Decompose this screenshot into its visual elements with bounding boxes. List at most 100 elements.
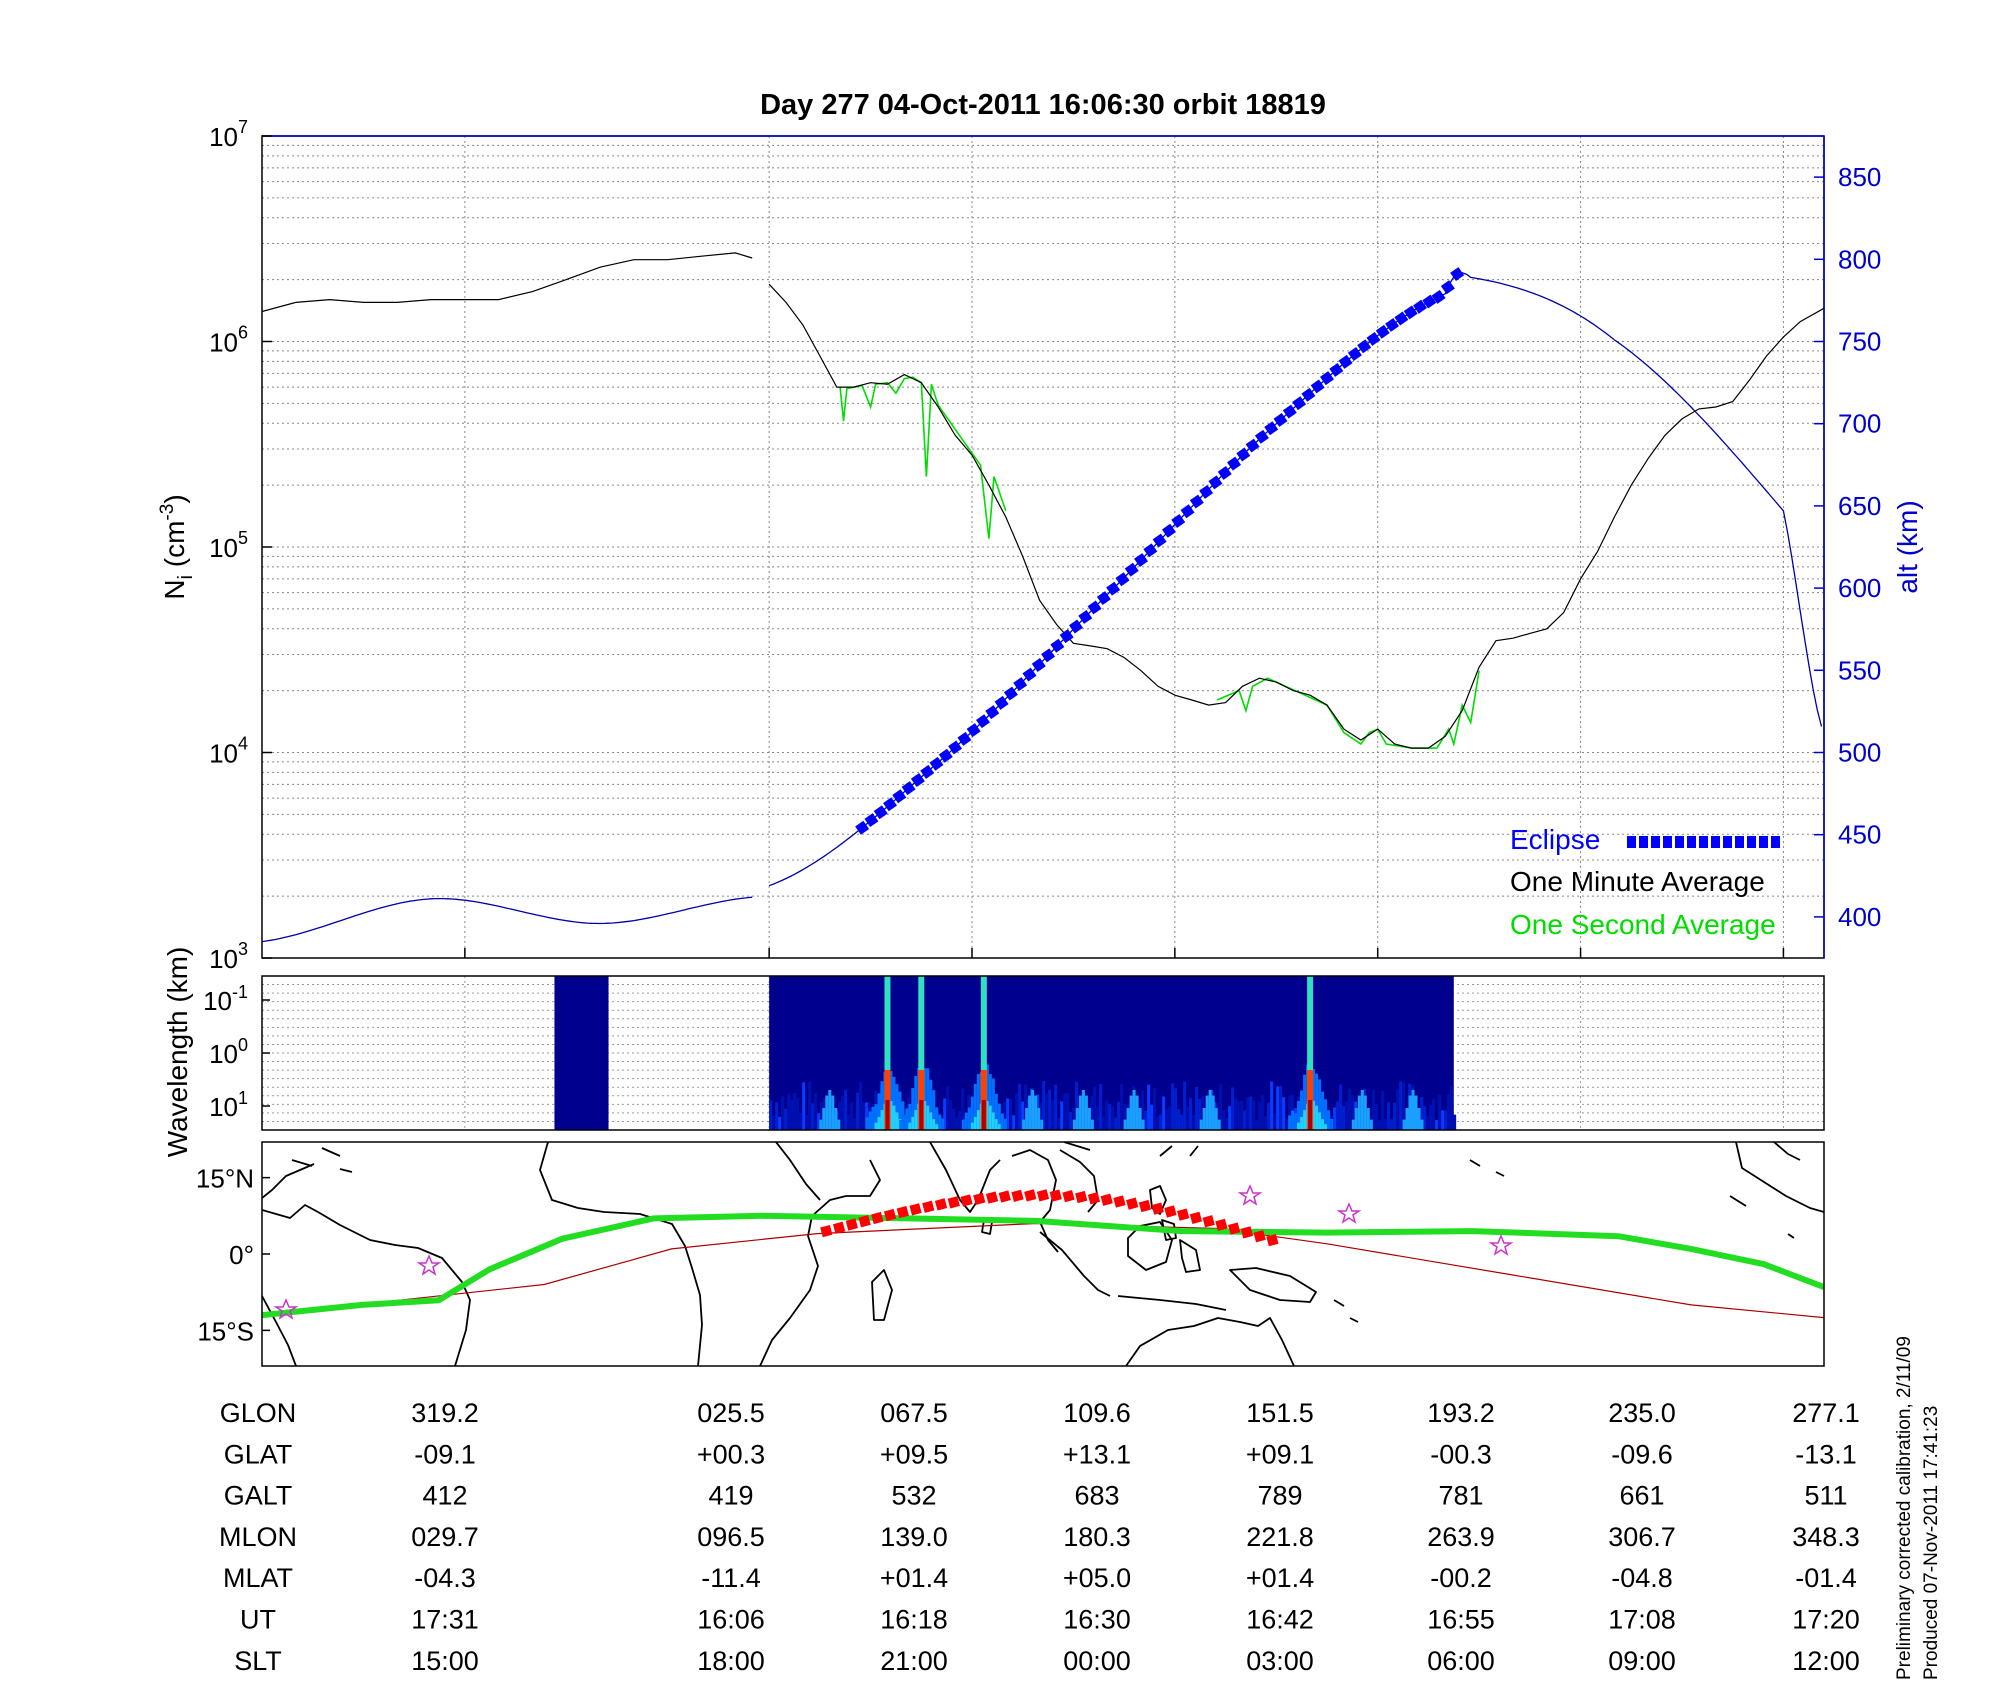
spectrogram-cell — [973, 1116, 977, 1130]
track-eclipse-marker — [1036, 1189, 1050, 1202]
eclipse-marker — [1273, 412, 1288, 427]
spectrogram-cell — [1225, 1117, 1229, 1130]
spectrogram-streak — [980, 976, 987, 1130]
eclipse-legend-mark — [1651, 836, 1660, 848]
spectrogram-cell — [1426, 1116, 1430, 1130]
spectrogram-cell — [1378, 1119, 1382, 1130]
spectrogram-y-label: Wavelength (km) — [162, 947, 193, 1158]
spectrogram-cell — [1240, 1100, 1244, 1130]
spectrogram-cell — [1330, 1118, 1334, 1130]
spectrogram-cell — [1318, 1112, 1322, 1130]
eclipse-marker — [994, 695, 1009, 710]
spectrogram-cell — [1450, 1086, 1454, 1130]
spectrogram-cell — [1180, 1114, 1184, 1130]
table-cell: 781 — [1438, 1481, 1483, 1511]
spectrogram-cell — [1090, 1119, 1094, 1130]
spectrogram-cell — [790, 1100, 794, 1130]
spectrogram-cell — [908, 1122, 912, 1130]
eclipse-legend-mark — [1639, 836, 1648, 848]
spectrogram-cell — [1375, 1104, 1379, 1130]
table-cell: 21:00 — [880, 1646, 948, 1676]
spectrogram-cell — [1165, 1108, 1169, 1130]
spectrogram-cell — [1348, 1088, 1352, 1130]
spectrogram-cell — [1186, 1106, 1190, 1130]
spectrogram-cell — [1438, 1095, 1442, 1130]
eclipse-marker — [892, 789, 907, 804]
ground-track-line — [262, 1212, 1824, 1319]
spectrogram-tick-label: 10-1 — [203, 982, 248, 1016]
spectrogram-cell — [1288, 1115, 1292, 1130]
eclipse-legend-mark — [1699, 836, 1708, 848]
spectrogram-cell — [889, 1100, 893, 1130]
spectrogram-streak — [918, 976, 925, 1130]
spectrogram-cell — [1303, 1074, 1307, 1130]
spectrogram-cell — [1078, 1095, 1082, 1130]
eclipse-marker — [1329, 362, 1344, 377]
table-cell: +01.4 — [1246, 1563, 1314, 1593]
track-eclipse-marker — [922, 1200, 935, 1213]
y2-axis-ticks: 400 450 500 550 600 650 700 750 800 850 — [1814, 162, 1881, 932]
spectrogram-cell — [805, 1115, 809, 1130]
track-eclipse-marker — [909, 1203, 922, 1216]
spectrogram-cell — [1333, 1107, 1337, 1130]
eclipse-legend-mark — [1627, 836, 1636, 848]
spectrogram-cell — [1138, 1108, 1142, 1130]
legend-one-second-label: One Second Average — [1510, 909, 1776, 940]
eclipse-marker — [864, 813, 879, 828]
spectrogram-cell — [1243, 1110, 1247, 1130]
track-eclipse-marker — [1100, 1193, 1113, 1206]
spectrogram-cell — [1252, 1100, 1256, 1130]
spectrogram-streak — [1308, 1100, 1313, 1130]
spectrogram-cell — [1372, 1089, 1376, 1130]
eclipse-marker — [1292, 396, 1307, 411]
spectrogram-cell — [1276, 1086, 1280, 1130]
spectrogram-cell — [778, 1116, 782, 1130]
spectrogram-cell — [853, 1118, 857, 1130]
spectrogram-cell — [1183, 1081, 1187, 1130]
table-cell: +13.1 — [1063, 1439, 1131, 1469]
spectrogram-cell — [1135, 1095, 1139, 1130]
spectrogram-cell — [985, 1064, 989, 1130]
track-eclipse-marker — [858, 1215, 871, 1228]
eclipse-marker — [1115, 572, 1130, 587]
spectrogram-cell — [1384, 1118, 1388, 1130]
star-marker — [1336, 1202, 1362, 1224]
spectrogram-cell — [952, 1108, 956, 1130]
spectrogram-cell — [1022, 1119, 1026, 1130]
spectrogram-cell — [862, 1102, 866, 1130]
eclipse-marker — [1180, 504, 1195, 519]
spectrogram-cell — [1009, 1098, 1013, 1130]
spectrogram-cell — [1051, 1099, 1055, 1130]
spectrogram-cell — [775, 1102, 779, 1130]
spectrogram-cell — [1174, 1088, 1178, 1130]
table-cell: -09.6 — [1611, 1439, 1673, 1469]
spectrogram-cell — [1150, 1104, 1154, 1130]
eclipse-marker — [1199, 484, 1214, 499]
spectrogram-cell — [796, 1097, 800, 1130]
track-eclipse-marker — [960, 1194, 973, 1207]
spectrogram-cell — [1336, 1101, 1340, 1130]
spectrogram-cell — [1090, 1096, 1094, 1130]
spectrogram-cell — [834, 1108, 838, 1130]
track-eclipse-marker — [1075, 1190, 1088, 1204]
spectrogram-cell — [1096, 1106, 1100, 1130]
table-cell: 16:55 — [1427, 1605, 1495, 1635]
y2-tick-label: 400 — [1838, 902, 1881, 932]
eclipse-marker — [1394, 311, 1409, 326]
spectrogram-block — [554, 976, 609, 1130]
spectrogram-cell — [929, 1079, 933, 1130]
spectrogram-cell — [1099, 1084, 1103, 1130]
spectrogram-cell — [892, 1076, 896, 1130]
spectrogram-streak — [884, 976, 891, 1130]
spectrogram-cell — [926, 1068, 930, 1130]
star-marker — [416, 1254, 442, 1276]
spectrogram-cell — [935, 1107, 939, 1130]
eclipse-marker — [1106, 581, 1121, 596]
eclipse-marker — [966, 723, 981, 738]
spectrogram-cell — [1312, 1100, 1316, 1130]
spectrogram-cell — [1249, 1096, 1253, 1130]
spectrogram-cell — [1114, 1117, 1118, 1130]
spectrogram-cell — [1396, 1089, 1400, 1130]
eclipse-marker — [1152, 533, 1167, 548]
spectrogram-cell — [838, 1101, 842, 1130]
